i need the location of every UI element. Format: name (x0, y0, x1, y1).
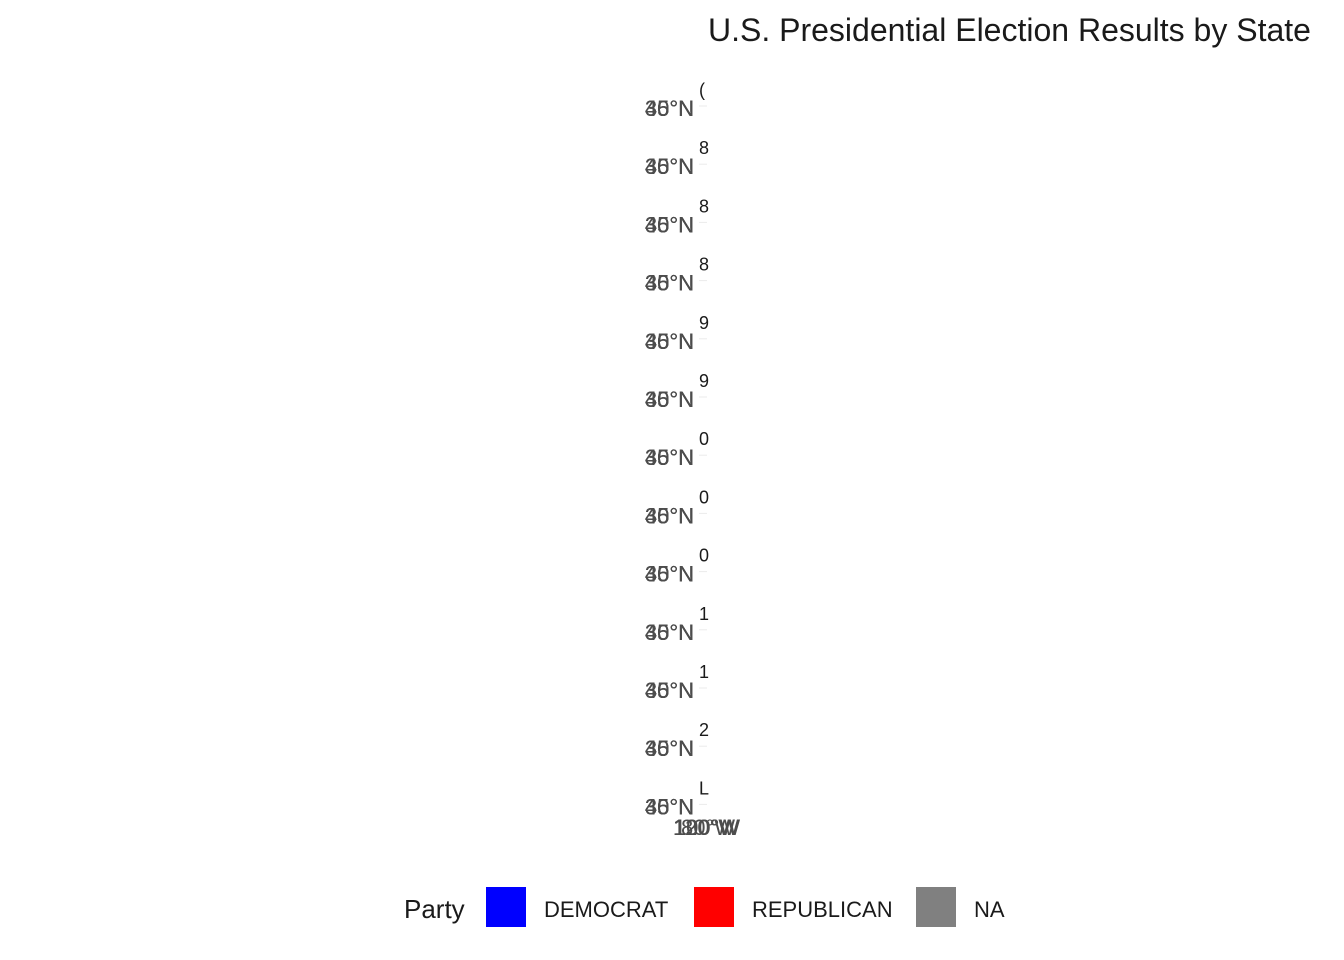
y-tick-label: 30°N (645, 445, 694, 470)
y-tick-label: 35°N (645, 678, 694, 703)
y-tick-label: 40°N (645, 271, 694, 296)
y-tick-label: 40°N (645, 154, 694, 179)
facet-strip-label: 9 (699, 371, 709, 391)
y-tick-label: 35°N (645, 271, 694, 296)
facet-strip-label: ( (699, 80, 705, 100)
facet-strip-label: 8 (699, 196, 709, 216)
facet-panel: 930°N35°N40°N45°N (645, 371, 709, 412)
legend-label: NA (974, 897, 1005, 922)
y-tick-label: 45°N (645, 387, 694, 412)
y-tick-label: 30°N (645, 736, 694, 761)
y-tick-label: 30°N (645, 96, 694, 121)
y-tick-label: 35°N (645, 387, 694, 412)
y-tick-label: 40°N (645, 620, 694, 645)
y-tick-label: 45°N (645, 736, 694, 761)
facet-strip-label: 1 (699, 604, 709, 624)
y-tick-label: 45°N (645, 503, 694, 528)
facet-panel: 030°N35°N40°N45°N (645, 487, 709, 528)
y-tick-label: 30°N (645, 678, 694, 703)
y-tick-label: 35°N (645, 445, 694, 470)
y-tick-label: 30°N (645, 620, 694, 645)
legend-title: Party (404, 894, 465, 924)
legend-key (486, 887, 526, 927)
y-tick-label: 40°N (645, 503, 694, 528)
y-tick-label: 45°N (645, 212, 694, 237)
y-tick-label: 35°N (645, 329, 694, 354)
y-tick-label: 30°N (645, 562, 694, 587)
facet-panel: 230°N35°N40°N45°N (645, 720, 709, 761)
y-tick-label: 30°N (645, 503, 694, 528)
facet-panel: 830°N35°N40°N45°N (645, 138, 709, 179)
y-tick-label: 45°N (645, 562, 694, 587)
y-tick-label: 45°N (645, 329, 694, 354)
y-tick-label: 35°N (645, 212, 694, 237)
y-tick-label: 35°N (645, 154, 694, 179)
legend-label: REPUBLICAN (752, 897, 893, 922)
facet-panels: (30°N35°N40°N45°N830°N35°N40°N45°N830°N3… (645, 80, 709, 819)
facet-panel: 930°N35°N40°N45°N (645, 313, 709, 354)
facet-strip-label: 9 (699, 313, 709, 333)
y-tick-label: 35°N (645, 562, 694, 587)
y-tick-label: 35°N (645, 503, 694, 528)
facet-strip-label: 1 (699, 662, 709, 682)
legend-key (916, 887, 956, 927)
y-tick-label: 40°N (645, 445, 694, 470)
y-tick-label: 45°N (645, 678, 694, 703)
y-tick-label: 35°N (645, 736, 694, 761)
x-tick-label: 100°W (674, 815, 741, 840)
facet-strip-label: 0 (699, 487, 709, 507)
chart-title: U.S. Presidential Election Results by St… (708, 12, 1311, 48)
y-tick-label: 45°N (645, 271, 694, 296)
y-tick-label: 45°N (645, 154, 694, 179)
y-tick-label: 35°N (645, 794, 694, 819)
y-tick-label: 35°N (645, 96, 694, 121)
y-tick-label: 30°N (645, 154, 694, 179)
legend: Party DEMOCRAT REPUBLICAN NA (404, 887, 1005, 927)
facet-panel: (30°N35°N40°N45°N (645, 80, 707, 121)
y-tick-label: 40°N (645, 387, 694, 412)
y-tick-label: 30°N (645, 387, 694, 412)
y-tick-label: 45°N (645, 445, 694, 470)
facet-panel: L30°N35°N40°N45°N (645, 778, 709, 819)
y-tick-label: 30°N (645, 329, 694, 354)
x-tick-label: 80°W (681, 815, 735, 840)
legend-entry: DEMOCRAT (486, 887, 668, 927)
facet-panel: 030°N35°N40°N45°N (645, 546, 709, 587)
facet-strip-label: 8 (699, 138, 709, 158)
legend-entry: REPUBLICAN (694, 887, 893, 927)
facet-panel: 830°N35°N40°N45°N (645, 255, 709, 296)
legend-label: DEMOCRAT (544, 897, 668, 922)
facet-strip-label: 2 (699, 720, 709, 740)
y-tick-label: 35°N (645, 620, 694, 645)
legend-key (694, 887, 734, 927)
y-tick-label: 40°N (645, 794, 694, 819)
y-tick-label: 40°N (645, 96, 694, 121)
y-tick-label: 45°N (645, 96, 694, 121)
facet-strip-label: L (699, 778, 709, 798)
facet-panel: 830°N35°N40°N45°N (645, 196, 709, 237)
y-tick-label: 45°N (645, 620, 694, 645)
y-tick-label: 40°N (645, 212, 694, 237)
y-tick-label: 30°N (645, 212, 694, 237)
facet-strip-label: 8 (699, 255, 709, 275)
y-tick-label: 30°N (645, 794, 694, 819)
x-tick-label: 120°W (673, 815, 740, 840)
facet-panel: 030°N35°N40°N45°N (645, 429, 709, 470)
facet-panel: 130°N35°N40°N45°N (645, 662, 709, 703)
y-tick-label: 40°N (645, 678, 694, 703)
y-tick-label: 40°N (645, 562, 694, 587)
facet-panel: 130°N35°N40°N45°N (645, 604, 709, 645)
facet-strip-label: 0 (699, 429, 709, 449)
y-tick-label: 40°N (645, 736, 694, 761)
y-tick-label: 30°N (645, 271, 694, 296)
legend-entry: NA (916, 887, 1005, 927)
y-tick-label: 45°N (645, 794, 694, 819)
facet-strip-label: 0 (699, 546, 709, 566)
y-tick-label: 40°N (645, 329, 694, 354)
